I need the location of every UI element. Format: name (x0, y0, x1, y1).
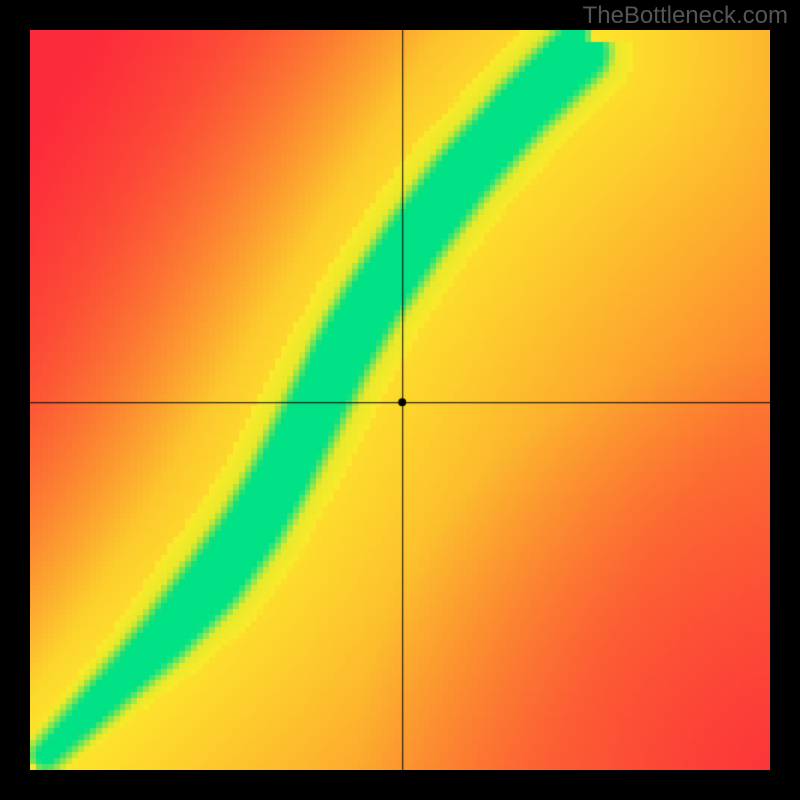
heatmap-canvas (30, 30, 770, 770)
heatmap-chart (30, 30, 770, 770)
watermark-text: TheBottleneck.com (583, 2, 788, 30)
chart-container: TheBottleneck.com (0, 0, 800, 800)
